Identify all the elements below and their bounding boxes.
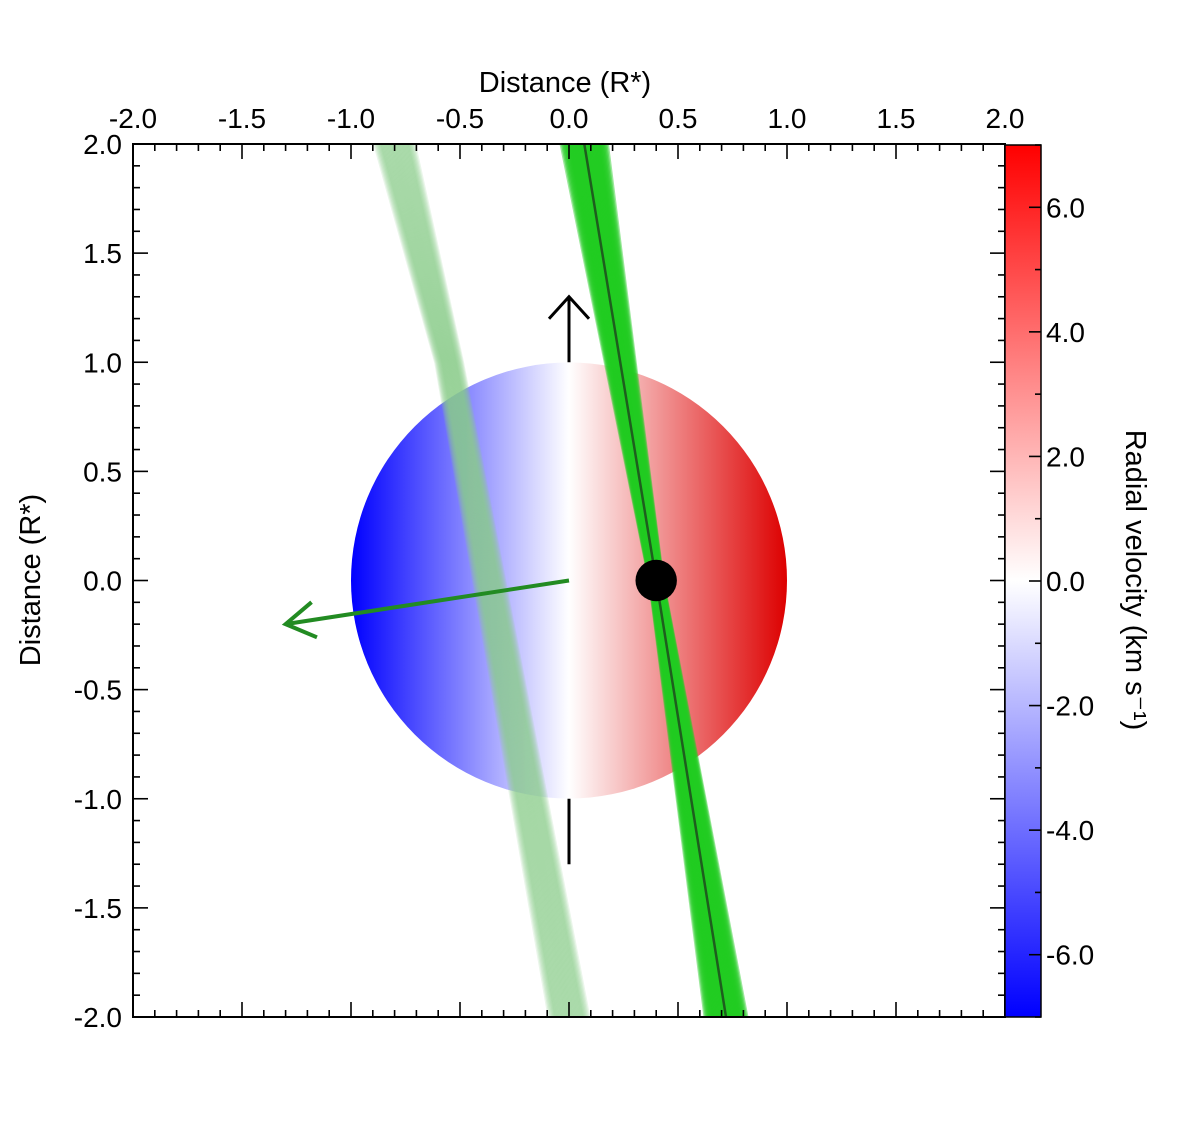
y-axis-title: Distance (R*) xyxy=(15,494,47,666)
secondary-chord-sample xyxy=(403,144,586,1017)
y-tick-label: 1.5 xyxy=(83,238,122,269)
secondary-chord-sample xyxy=(384,144,568,1017)
secondary-chord-sample xyxy=(388,144,572,1017)
secondary-chord-sample xyxy=(382,144,565,1017)
x-tick-label: -2.0 xyxy=(109,103,157,134)
secondary-chord-sample xyxy=(396,144,579,1017)
secondary-chord-sample xyxy=(404,144,587,1017)
secondary-chord-sample xyxy=(400,144,583,1017)
secondary-chord-sample xyxy=(405,144,588,1017)
y-tick-label: 0.5 xyxy=(83,456,122,487)
colorbar-tick-labels: -6.0 -4.0 -2.0 0.0 2.0 4.0 6.0 xyxy=(1046,192,1094,970)
secondary-chord-sample xyxy=(406,144,590,1017)
secondary-chord-sample xyxy=(392,144,575,1017)
orbit-normal-shaft xyxy=(285,578,570,627)
y-tick-label: -1.5 xyxy=(74,893,122,924)
y-tick-label: -0.5 xyxy=(74,675,122,706)
y-tick-label: -1.0 xyxy=(74,784,122,815)
secondary-chord-sample xyxy=(379,144,562,1017)
orbit-normal-arrowhead xyxy=(281,600,318,640)
colorbar-tick-label: 4.0 xyxy=(1046,317,1085,348)
colorbar-tick-label: -6.0 xyxy=(1046,940,1094,971)
axis-ticks xyxy=(132,143,1006,1018)
secondary-chord-sample xyxy=(397,144,581,1017)
secondary-chord-sample xyxy=(383,144,566,1017)
x-top-axis-title: Distance (R*) xyxy=(479,67,651,99)
secondary-chord-sample xyxy=(399,144,582,1017)
y-tick-label: 1.0 xyxy=(83,347,122,378)
x-tick-label: 2.0 xyxy=(986,103,1025,134)
secondary-chord-sample xyxy=(375,144,559,1017)
secondary-chord-sample xyxy=(378,144,561,1017)
colorbar-tick-label: 2.0 xyxy=(1046,441,1085,472)
colorbar-tick-label: 0.0 xyxy=(1046,566,1085,597)
colorbar-ticks xyxy=(1029,144,1041,1018)
orbit-normal-arrow xyxy=(281,578,570,640)
secondary-chord-sample xyxy=(381,144,564,1017)
planet-marker xyxy=(635,559,677,602)
x-tick-label: 1.5 xyxy=(877,103,916,134)
colorbar-tick-label: 6.0 xyxy=(1046,192,1085,223)
y-tick-label: 2.0 xyxy=(83,129,122,160)
colorbar-title: Radial velocity (km s⁻¹) xyxy=(1119,430,1151,731)
spin-axis-arrowhead xyxy=(547,294,591,320)
secondary-chord-band xyxy=(373,144,591,1017)
secondary-chord-sample xyxy=(393,144,577,1017)
secondary-chord-sample xyxy=(408,144,591,1017)
y-tick-labels: -2.0 -1.5 -1.0 -0.5 0.0 0.5 1.0 1.5 2.0 xyxy=(74,129,122,1033)
x-top-tick-labels: -2.0 -1.5 -1.0 -0.5 0.0 0.5 1.0 1.5 2.0 xyxy=(109,103,1025,134)
secondary-chord-sample xyxy=(377,144,560,1017)
x-tick-label: -1.5 xyxy=(218,103,266,134)
colorbar-tick-label: -4.0 xyxy=(1046,815,1094,846)
y-tick-label: -2.0 xyxy=(74,1002,122,1033)
secondary-chord-sample xyxy=(386,144,569,1017)
stellar-spin-axis xyxy=(547,294,591,865)
secondary-chord-sample xyxy=(401,144,584,1017)
secondary-chord-sample xyxy=(387,144,570,1017)
x-tick-label: -1.0 xyxy=(327,103,375,134)
x-tick-label: 0.5 xyxy=(659,103,698,134)
secondary-chord-sample xyxy=(391,144,574,1017)
y-tick-label: 0.0 xyxy=(83,566,122,597)
x-tick-label: 0.0 xyxy=(550,103,589,134)
x-tick-label: 1.0 xyxy=(768,103,807,134)
secondary-chord-sample xyxy=(374,144,557,1017)
x-tick-label: -0.5 xyxy=(436,103,484,134)
secondary-chord-sample xyxy=(373,144,556,1017)
colorbar-tick-label: -2.0 xyxy=(1046,691,1094,722)
secondary-chord-sample xyxy=(395,144,578,1017)
secondary-chord-sample xyxy=(390,144,573,1017)
